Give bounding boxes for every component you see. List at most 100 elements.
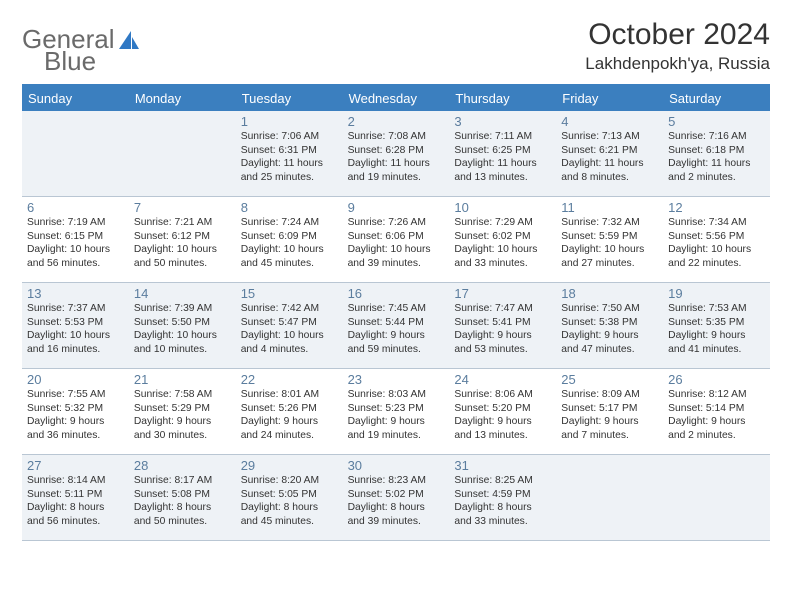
calendar-cell — [663, 455, 770, 541]
sunset-text: Sunset: 6:25 PM — [454, 144, 551, 158]
calendar-cell: 15Sunrise: 7:42 AMSunset: 5:47 PMDayligh… — [236, 283, 343, 369]
day-info: Sunrise: 7:16 AMSunset: 6:18 PMDaylight:… — [668, 130, 765, 184]
day-info: Sunrise: 7:06 AMSunset: 6:31 PMDaylight:… — [241, 130, 338, 184]
daylight-text: Daylight: 10 hours and 56 minutes. — [27, 243, 124, 270]
day-number: 30 — [348, 458, 445, 473]
daylight-text: Daylight: 11 hours and 19 minutes. — [348, 157, 445, 184]
day-number: 29 — [241, 458, 338, 473]
daylight-text: Daylight: 10 hours and 45 minutes. — [241, 243, 338, 270]
sunrise-text: Sunrise: 7:29 AM — [454, 216, 551, 230]
calendar-cell — [129, 111, 236, 197]
sunset-text: Sunset: 5:05 PM — [241, 488, 338, 502]
calendar-cell: 22Sunrise: 8:01 AMSunset: 5:26 PMDayligh… — [236, 369, 343, 455]
calendar-cell: 25Sunrise: 8:09 AMSunset: 5:17 PMDayligh… — [556, 369, 663, 455]
sunrise-text: Sunrise: 7:34 AM — [668, 216, 765, 230]
calendar-cell: 29Sunrise: 8:20 AMSunset: 5:05 PMDayligh… — [236, 455, 343, 541]
sunset-text: Sunset: 5:29 PM — [134, 402, 231, 416]
sunset-text: Sunset: 5:11 PM — [27, 488, 124, 502]
daylight-text: Daylight: 10 hours and 33 minutes. — [454, 243, 551, 270]
calendar-cell: 12Sunrise: 7:34 AMSunset: 5:56 PMDayligh… — [663, 197, 770, 283]
day-number: 20 — [27, 372, 124, 387]
calendar-body: 1Sunrise: 7:06 AMSunset: 6:31 PMDaylight… — [22, 111, 770, 541]
sunset-text: Sunset: 5:59 PM — [561, 230, 658, 244]
daylight-text: Daylight: 8 hours and 39 minutes. — [348, 501, 445, 528]
daylight-text: Daylight: 9 hours and 41 minutes. — [668, 329, 765, 356]
calendar-cell — [556, 455, 663, 541]
day-info: Sunrise: 7:55 AMSunset: 5:32 PMDaylight:… — [27, 388, 124, 442]
sunrise-text: Sunrise: 7:13 AM — [561, 130, 658, 144]
day-info: Sunrise: 8:09 AMSunset: 5:17 PMDaylight:… — [561, 388, 658, 442]
day-info: Sunrise: 7:13 AMSunset: 6:21 PMDaylight:… — [561, 130, 658, 184]
location: Lakhdenpokh'ya, Russia — [585, 54, 770, 74]
daylight-text: Daylight: 10 hours and 22 minutes. — [668, 243, 765, 270]
daylight-text: Daylight: 11 hours and 13 minutes. — [454, 157, 551, 184]
day-number: 18 — [561, 286, 658, 301]
day-number: 2 — [348, 114, 445, 129]
day-info: Sunrise: 7:45 AMSunset: 5:44 PMDaylight:… — [348, 302, 445, 356]
day-info: Sunrise: 7:24 AMSunset: 6:09 PMDaylight:… — [241, 216, 338, 270]
calendar-cell: 8Sunrise: 7:24 AMSunset: 6:09 PMDaylight… — [236, 197, 343, 283]
sunrise-text: Sunrise: 7:39 AM — [134, 302, 231, 316]
sunset-text: Sunset: 5:38 PM — [561, 316, 658, 330]
sunrise-text: Sunrise: 7:45 AM — [348, 302, 445, 316]
day-info: Sunrise: 7:34 AMSunset: 5:56 PMDaylight:… — [668, 216, 765, 270]
sunrise-text: Sunrise: 7:26 AM — [348, 216, 445, 230]
day-number: 15 — [241, 286, 338, 301]
day-number: 25 — [561, 372, 658, 387]
calendar-cell: 28Sunrise: 8:17 AMSunset: 5:08 PMDayligh… — [129, 455, 236, 541]
sunrise-text: Sunrise: 8:09 AM — [561, 388, 658, 402]
sunset-text: Sunset: 6:15 PM — [27, 230, 124, 244]
daylight-text: Daylight: 9 hours and 47 minutes. — [561, 329, 658, 356]
daylight-text: Daylight: 9 hours and 24 minutes. — [241, 415, 338, 442]
daylight-text: Daylight: 11 hours and 2 minutes. — [668, 157, 765, 184]
daylight-text: Daylight: 10 hours and 27 minutes. — [561, 243, 658, 270]
day-number: 14 — [134, 286, 231, 301]
daylight-text: Daylight: 8 hours and 33 minutes. — [454, 501, 551, 528]
calendar-cell: 6Sunrise: 7:19 AMSunset: 6:15 PMDaylight… — [22, 197, 129, 283]
day-info: Sunrise: 7:42 AMSunset: 5:47 PMDaylight:… — [241, 302, 338, 356]
daylight-text: Daylight: 8 hours and 50 minutes. — [134, 501, 231, 528]
sunset-text: Sunset: 5:17 PM — [561, 402, 658, 416]
day-number: 3 — [454, 114, 551, 129]
sunset-text: Sunset: 6:12 PM — [134, 230, 231, 244]
day-number: 6 — [27, 200, 124, 215]
daylight-text: Daylight: 9 hours and 53 minutes. — [454, 329, 551, 356]
day-number: 1 — [241, 114, 338, 129]
day-number: 27 — [27, 458, 124, 473]
sunrise-text: Sunrise: 7:32 AM — [561, 216, 658, 230]
calendar-cell: 4Sunrise: 7:13 AMSunset: 6:21 PMDaylight… — [556, 111, 663, 197]
daylight-text: Daylight: 9 hours and 13 minutes. — [454, 415, 551, 442]
sunrise-text: Sunrise: 7:08 AM — [348, 130, 445, 144]
calendar-cell: 21Sunrise: 7:58 AMSunset: 5:29 PMDayligh… — [129, 369, 236, 455]
day-info: Sunrise: 8:12 AMSunset: 5:14 PMDaylight:… — [668, 388, 765, 442]
day-header-cell: Monday — [129, 86, 236, 111]
calendar-cell: 3Sunrise: 7:11 AMSunset: 6:25 PMDaylight… — [449, 111, 556, 197]
day-info: Sunrise: 8:17 AMSunset: 5:08 PMDaylight:… — [134, 474, 231, 528]
sunset-text: Sunset: 5:47 PM — [241, 316, 338, 330]
daylight-text: Daylight: 10 hours and 10 minutes. — [134, 329, 231, 356]
sunset-text: Sunset: 4:59 PM — [454, 488, 551, 502]
sunrise-text: Sunrise: 7:06 AM — [241, 130, 338, 144]
sunrise-text: Sunrise: 8:25 AM — [454, 474, 551, 488]
calendar-cell: 13Sunrise: 7:37 AMSunset: 5:53 PMDayligh… — [22, 283, 129, 369]
sunset-text: Sunset: 5:32 PM — [27, 402, 124, 416]
sunset-text: Sunset: 6:28 PM — [348, 144, 445, 158]
day-number: 21 — [134, 372, 231, 387]
calendar-cell: 7Sunrise: 7:21 AMSunset: 6:12 PMDaylight… — [129, 197, 236, 283]
day-info: Sunrise: 7:08 AMSunset: 6:28 PMDaylight:… — [348, 130, 445, 184]
sunset-text: Sunset: 5:23 PM — [348, 402, 445, 416]
day-info: Sunrise: 7:21 AMSunset: 6:12 PMDaylight:… — [134, 216, 231, 270]
day-header-cell: Friday — [556, 86, 663, 111]
day-number: 11 — [561, 200, 658, 215]
day-number: 22 — [241, 372, 338, 387]
calendar-cell: 2Sunrise: 7:08 AMSunset: 6:28 PMDaylight… — [343, 111, 450, 197]
sunset-text: Sunset: 5:56 PM — [668, 230, 765, 244]
day-info: Sunrise: 7:39 AMSunset: 5:50 PMDaylight:… — [134, 302, 231, 356]
sunrise-text: Sunrise: 8:14 AM — [27, 474, 124, 488]
day-number: 17 — [454, 286, 551, 301]
calendar-cell: 16Sunrise: 7:45 AMSunset: 5:44 PMDayligh… — [343, 283, 450, 369]
header: General Blue October 2024 Lakhdenpokh'ya… — [22, 18, 770, 74]
day-info: Sunrise: 7:11 AMSunset: 6:25 PMDaylight:… — [454, 130, 551, 184]
sunset-text: Sunset: 5:14 PM — [668, 402, 765, 416]
calendar-cell: 9Sunrise: 7:26 AMSunset: 6:06 PMDaylight… — [343, 197, 450, 283]
